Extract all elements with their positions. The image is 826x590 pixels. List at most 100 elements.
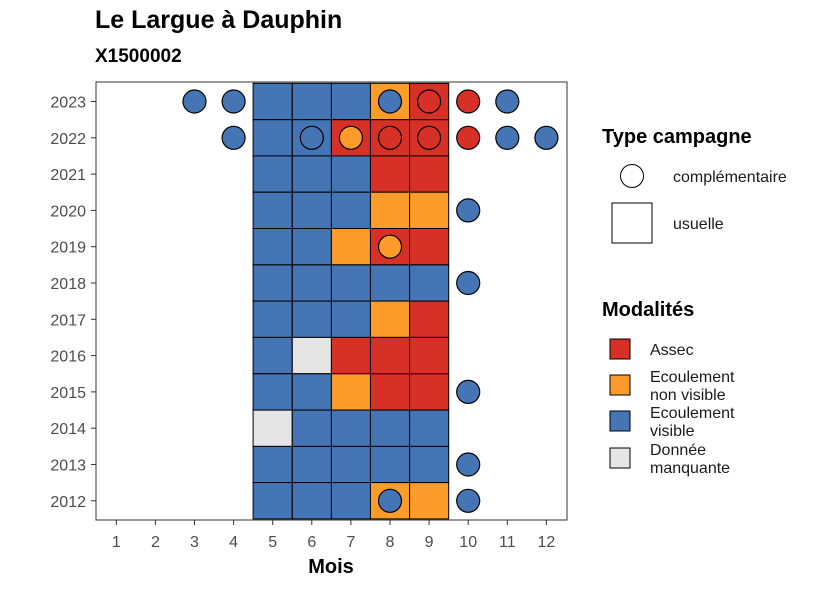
x-tick-label-11: 11 — [499, 534, 516, 551]
tile-2020-7 — [330, 191, 371, 229]
tile-2022-5 — [252, 119, 293, 157]
y-tick-label-2019: 2019 — [50, 240, 86, 257]
tile-2013-9 — [409, 445, 450, 484]
tile-2021-9 — [409, 155, 450, 193]
tile-2015-9 — [409, 373, 450, 411]
point-2023-4 — [221, 89, 246, 114]
point-2020-10 — [456, 198, 481, 223]
tile-2014-5 — [252, 409, 293, 447]
tile-2015-8 — [369, 373, 410, 411]
tile-2013-7 — [330, 445, 371, 484]
legend-label-NV-line1: Ecoulement — [650, 369, 735, 386]
tile-2016-5 — [252, 336, 293, 375]
legend-type-campagne: Type campagne complémentaire usuelle — [602, 126, 787, 244]
tile-2013-8 — [369, 445, 410, 484]
legend-usuelle-label: usuelle — [673, 216, 724, 233]
point-2022-6 — [299, 125, 324, 150]
point-2019-8 — [377, 234, 403, 259]
tile-2016-8 — [369, 336, 410, 375]
chart-subtitle: X1500002 — [95, 46, 182, 67]
tile-2012-5 — [252, 482, 293, 520]
tile-2016-6 — [291, 336, 332, 375]
tile-2023-6 — [291, 82, 332, 121]
tile-2017-7 — [330, 300, 371, 338]
complementaire-points — [182, 89, 559, 513]
tile-2012-7 — [330, 482, 371, 520]
tile-2014-9 — [409, 409, 450, 447]
legend-label-A: Assec — [650, 342, 694, 359]
y-tick-label-2012: 2012 — [50, 494, 86, 511]
point-2022-8 — [377, 125, 403, 150]
x-tick-label-9: 9 — [425, 534, 434, 551]
legend-label-V-line1: Ecoulement — [650, 405, 735, 422]
point-2018-10 — [456, 270, 481, 296]
tile-2020-8 — [369, 191, 410, 229]
tile-2014-7 — [330, 409, 371, 447]
point-2023-8 — [377, 89, 403, 114]
tile-2020-5 — [252, 191, 293, 229]
point-2013-10 — [456, 452, 481, 477]
x-axis-title: Mois — [308, 556, 354, 578]
point-2023-3 — [182, 89, 207, 114]
tile-2019-7 — [330, 228, 371, 266]
legend-key-A — [609, 338, 631, 360]
tile-2021-7 — [330, 155, 371, 193]
point-2012-10 — [456, 488, 481, 513]
x-tick-label-10: 10 — [459, 534, 477, 551]
tile-2023-5 — [252, 82, 293, 121]
tile-2018-8 — [369, 264, 410, 302]
tile-2017-6 — [291, 300, 332, 338]
plot-panel-border — [95, 81, 568, 521]
y-tick-label-2017: 2017 — [50, 312, 86, 329]
x-tick-label-8: 8 — [386, 534, 395, 551]
legend-circle-symbol — [620, 164, 644, 188]
legend-key-V — [609, 410, 631, 432]
x-tick-label-4: 4 — [229, 534, 238, 551]
usuelle-tiles — [252, 82, 450, 520]
point-2023-11 — [495, 89, 520, 114]
legend-label-M-line2: manquante — [650, 460, 730, 477]
legend-label-M-line1: Donnée — [650, 442, 706, 459]
tile-2014-6 — [291, 409, 332, 447]
point-2022-11 — [495, 125, 520, 150]
tile-2018-6 — [291, 264, 332, 302]
x-axis: 1 2 3 4 5 6 7 8 9 10 11 12 — [112, 520, 556, 551]
tile-2018-5 — [252, 264, 293, 302]
tile-2020-6 — [291, 191, 332, 229]
legend-label-NV-line2: non visible — [650, 387, 726, 404]
y-tick-label-2016: 2016 — [50, 349, 86, 366]
legend-modalites-title: Modalités — [602, 299, 694, 321]
y-tick-label-2015: 2015 — [50, 385, 86, 402]
y-tick-label-2021: 2021 — [50, 167, 86, 184]
y-axis: 2012 2013 2014 2015 2016 2017 2018 2019 2020 2021… — [50, 95, 96, 511]
tile-2021-5 — [252, 155, 293, 193]
y-tick-label-2013: 2013 — [50, 458, 86, 475]
point-2023-9 — [417, 89, 442, 114]
tile-2021-8 — [369, 155, 410, 193]
x-tick-label-6: 6 — [307, 534, 316, 551]
tile-2016-9 — [409, 336, 450, 375]
tile-2015-7 — [330, 373, 371, 411]
x-tick-label-7: 7 — [346, 534, 355, 551]
legend-label-V-line2: visible — [650, 423, 695, 440]
tile-2015-6 — [291, 373, 332, 411]
tile-2019-5 — [252, 228, 293, 266]
tile-2015-5 — [252, 373, 293, 411]
tile-2018-9 — [409, 264, 450, 302]
point-2015-10 — [456, 379, 481, 404]
tile-2018-7 — [330, 264, 371, 302]
tile-2021-6 — [291, 155, 332, 193]
chart-title: Le Largue à Dauphin — [95, 6, 343, 34]
point-2022-4 — [221, 125, 246, 150]
y-tick-label-2020: 2020 — [50, 203, 86, 220]
point-2022-12 — [534, 125, 559, 150]
tile-2017-8 — [369, 300, 410, 338]
tile-2013-5 — [252, 445, 293, 484]
x-tick-label-12: 12 — [538, 534, 556, 551]
tile-2012-9 — [409, 482, 450, 520]
point-2023-10 — [456, 89, 481, 114]
y-tick-label-2018: 2018 — [50, 276, 86, 293]
tile-2012-6 — [291, 482, 332, 520]
